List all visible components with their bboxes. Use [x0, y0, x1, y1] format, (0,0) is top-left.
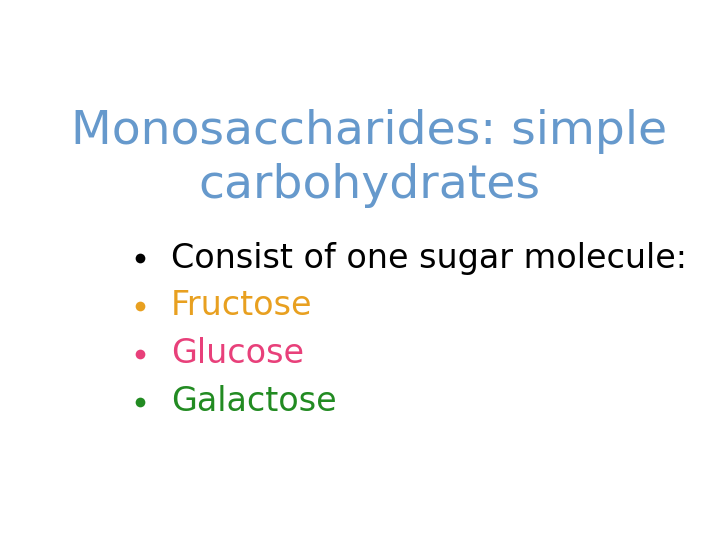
Text: Monosaccharides: simple: Monosaccharides: simple — [71, 109, 667, 154]
Text: Glucose: Glucose — [171, 338, 304, 370]
Text: Fructose: Fructose — [171, 289, 312, 322]
Text: carbohydrates: carbohydrates — [198, 163, 540, 208]
Text: Galactose: Galactose — [171, 385, 336, 418]
Text: Monosaccharides: simple: Monosaccharides: simple — [0, 539, 1, 540]
Text: Consist of one sugar molecule:: Consist of one sugar molecule: — [171, 241, 687, 275]
Text: Monosaccharides: Monosaccharides — [0, 539, 1, 540]
